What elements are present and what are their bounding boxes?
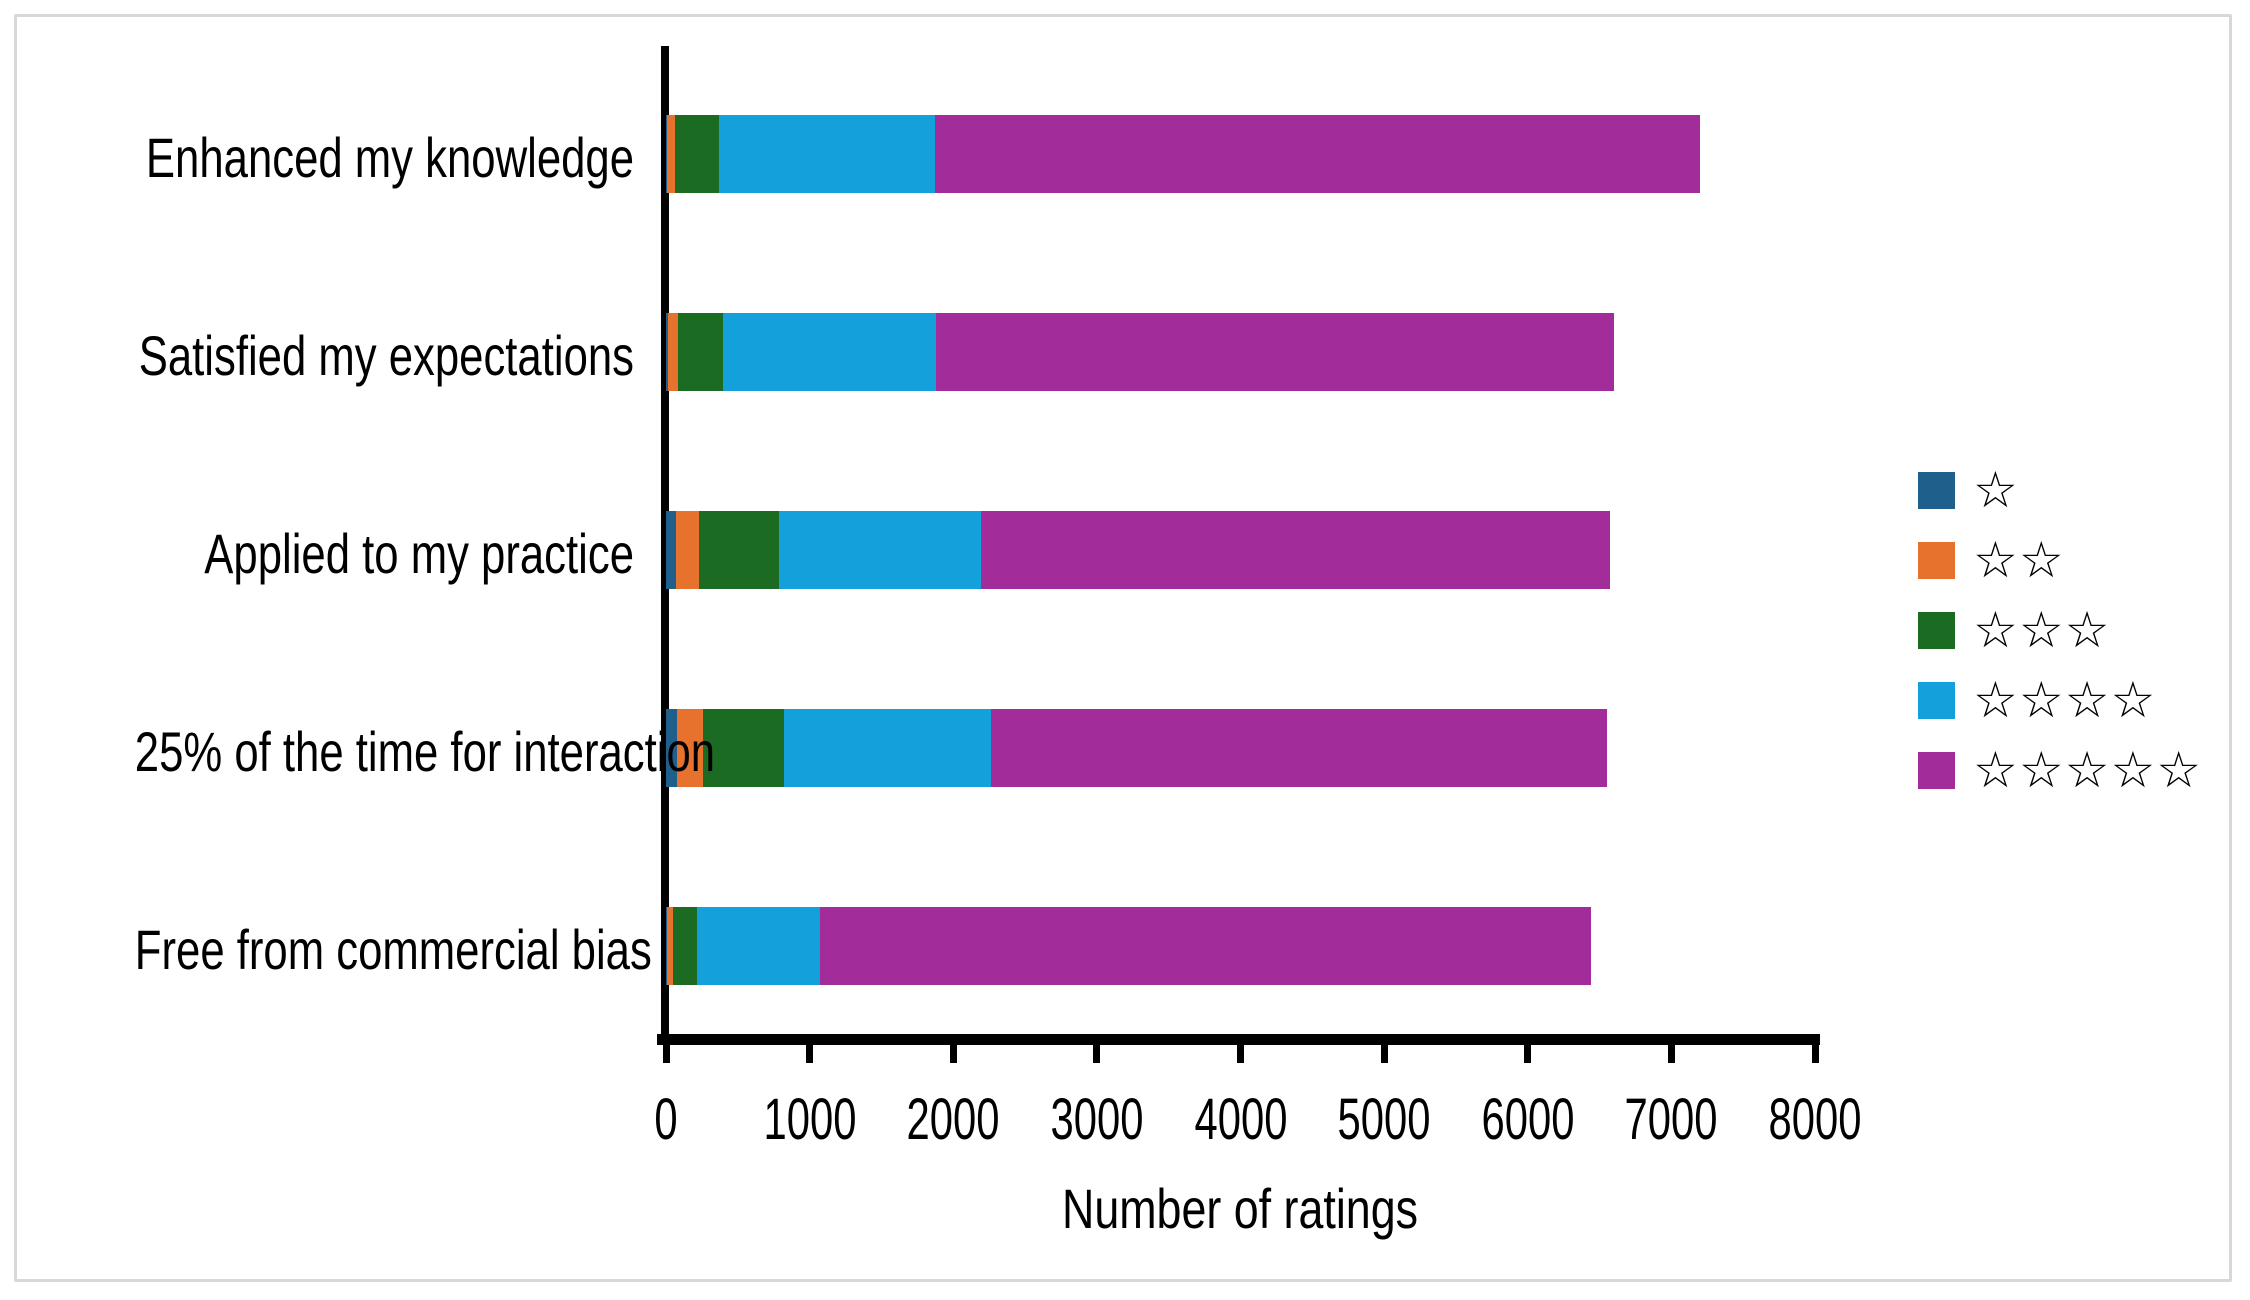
x-tick-mark (1667, 1045, 1675, 1063)
bar-segment-3-stars (673, 907, 697, 985)
bar-segment-3-stars (674, 115, 720, 193)
legend-row: ☆ (1918, 455, 2019, 525)
legend-label-3-stars: ☆☆☆ (1973, 601, 2111, 659)
bar-segment-4-stars (696, 907, 820, 985)
legend-label-1-star: ☆ (1973, 461, 2019, 519)
legend-swatch-5-stars (1918, 751, 1955, 789)
x-tick-label: 7000 (1624, 1087, 1718, 1152)
bar-segment-1-star (666, 907, 668, 985)
category-label: Enhanced my knowledge (145, 126, 635, 189)
legend-swatch-2-stars (1918, 541, 1955, 579)
x-tick-mark (1524, 1045, 1532, 1063)
bar-segment-5-stars (934, 115, 1701, 193)
bar-segment-2-stars (676, 511, 700, 589)
category-label: Satisfied my expectations (138, 324, 634, 387)
bar-row (666, 313, 1614, 391)
legend-swatch-3-stars (1918, 611, 1955, 649)
x-tick-mark (949, 1045, 957, 1063)
y-axis-line (661, 46, 669, 1045)
x-axis-title: Number of ratings (1061, 1177, 1419, 1240)
bar-segment-5-stars (991, 709, 1608, 787)
bar-segment-2-stars (667, 115, 675, 193)
x-tick-mark (662, 1045, 670, 1063)
bar-segment-1-star (666, 511, 677, 589)
bar-segment-3-stars (678, 313, 724, 391)
bar-segment-4-stars (719, 115, 935, 193)
figure-border (14, 14, 2232, 1282)
legend-row: ☆☆☆ (1918, 595, 2110, 665)
bar-segment-5-stars (819, 907, 1591, 985)
legend-row: ☆☆☆☆☆ (1918, 735, 2202, 805)
x-tick-label: 8000 (1768, 1087, 1862, 1152)
legend-swatch-1-star (1918, 471, 1955, 509)
bar-segment-4-stars (723, 313, 936, 391)
bar-segment-1-star (666, 709, 678, 787)
x-tick-label: 3000 (1050, 1087, 1144, 1152)
legend-label-2-stars: ☆☆ (1973, 531, 2065, 589)
x-axis-line (657, 1034, 1820, 1045)
x-tick-label: 5000 (1337, 1087, 1431, 1152)
x-tick-mark (1811, 1045, 1819, 1063)
x-tick-label: 4000 (1194, 1087, 1287, 1152)
bar-segment-5-stars (935, 313, 1614, 391)
bar-segment-1-star (666, 313, 669, 391)
bar-segment-3-stars (699, 511, 779, 589)
bar-segment-2-stars (667, 907, 674, 985)
legend-row: ☆☆☆☆ (1918, 665, 2156, 735)
category-label: 25% of the time for interaction (134, 720, 716, 783)
x-tick-mark (1093, 1045, 1101, 1063)
bar-segment-2-stars (668, 313, 679, 391)
bar-row (666, 907, 1591, 985)
legend-swatch-4-stars (1918, 681, 1955, 719)
x-tick-mark (1237, 1045, 1244, 1063)
x-tick-mark (1380, 1045, 1388, 1063)
bar-row (666, 115, 1701, 193)
x-tick-mark (806, 1045, 814, 1063)
legend-label-4-stars: ☆☆☆☆ (1973, 671, 2157, 729)
bar-row (666, 709, 1608, 787)
bar-segment-4-stars (783, 709, 992, 787)
x-tick-label: 0 (654, 1087, 678, 1152)
bar-segment-4-stars (778, 511, 981, 589)
x-tick-label: 6000 (1481, 1087, 1575, 1152)
bar-segment-1-star (666, 115, 668, 193)
category-label: Applied to my practice (204, 522, 634, 585)
legend-row: ☆☆ (1918, 525, 2065, 595)
bar-row (666, 511, 1611, 589)
bar-segment-5-stars (980, 511, 1611, 589)
category-label: Free from commercial bias (134, 918, 652, 981)
x-tick-label: 1000 (763, 1087, 857, 1152)
bar-segment-3-stars (702, 709, 784, 787)
x-tick-label: 2000 (906, 1087, 1000, 1152)
legend-label-5-stars: ☆☆☆☆☆ (1973, 741, 2203, 799)
bar-segment-2-stars (677, 709, 703, 787)
